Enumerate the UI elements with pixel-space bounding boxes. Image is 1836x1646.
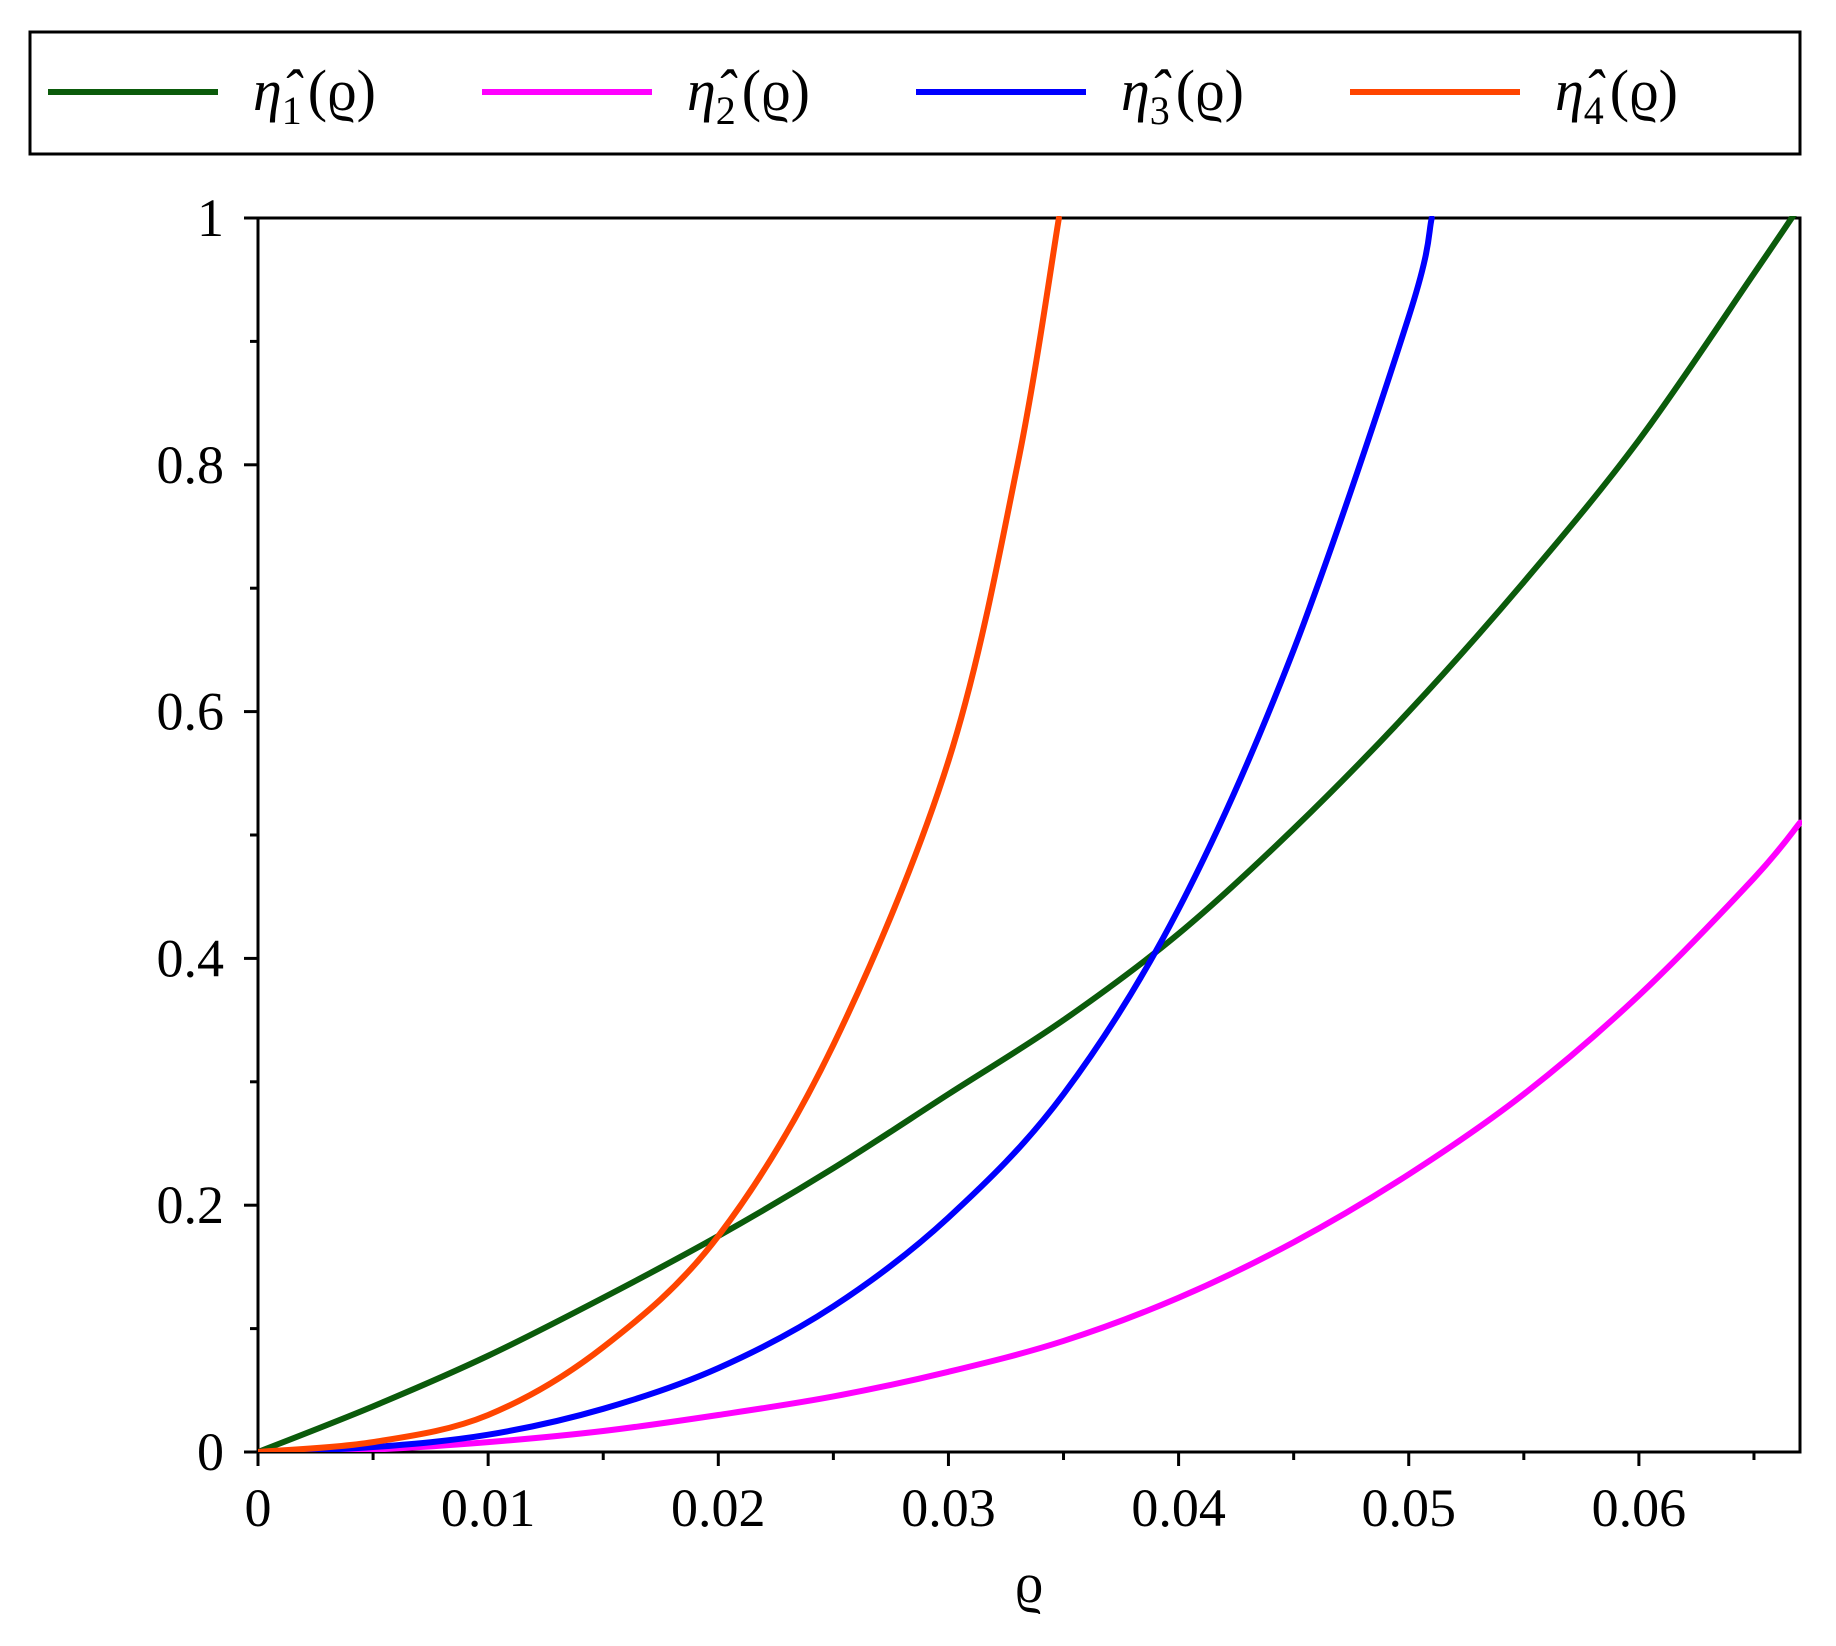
legend-label: η̂3 (ϱ) — [1121, 58, 1244, 133]
x-tick-label: 0.04 — [1131, 1478, 1226, 1538]
series-line-3 — [258, 216, 1435, 1452]
series-line-1 — [258, 216, 1797, 1452]
legend-item-2: η̂2 (ϱ) — [482, 58, 810, 133]
plot-area: 0 0.01 0.02 0.03 0.04 0.05 0.06 0 0.2 0.4 0.6 0.8 1… — [157, 188, 1802, 1615]
y-tick-label: 1 — [197, 188, 224, 248]
x-tick-label: 0.06 — [1592, 1478, 1687, 1538]
x-tick-label: 0.05 — [1361, 1478, 1456, 1538]
legend-item-1: η̂1 (ϱ) — [48, 58, 376, 133]
legend: η̂1 (ϱ) η̂2 (ϱ) η̂3 (ϱ) η̂4 (ϱ) — [28, 30, 1802, 156]
legend-label: η̂2 (ϱ) — [687, 58, 810, 133]
y-tick-label: 0.2 — [157, 1175, 225, 1235]
y-tick-label: 0.6 — [157, 682, 225, 742]
y-tick-label: 0 — [197, 1422, 224, 1482]
series-line-2 — [258, 819, 1802, 1452]
legend-label: η̂4 (ϱ) — [1555, 58, 1678, 133]
series-layer — [258, 216, 1802, 1452]
x-tick-label: 0 — [245, 1478, 272, 1538]
x-tick-label: 0.02 — [671, 1478, 766, 1538]
series-line-4 — [258, 216, 1062, 1452]
legend-label: η̂1 (ϱ) — [253, 58, 376, 133]
y-axis: 0 0.2 0.4 0.6 0.8 1 — [157, 188, 258, 1482]
x-axis-title: ϱ — [1015, 1553, 1044, 1615]
y-tick-label: 0.4 — [157, 928, 225, 988]
x-axis: 0 0.01 0.02 0.03 0.04 0.05 0.06 — [245, 1452, 1756, 1538]
y-tick-label: 0.8 — [157, 435, 225, 495]
x-tick-label: 0.03 — [901, 1478, 996, 1538]
x-tick-label: 0.01 — [441, 1478, 536, 1538]
